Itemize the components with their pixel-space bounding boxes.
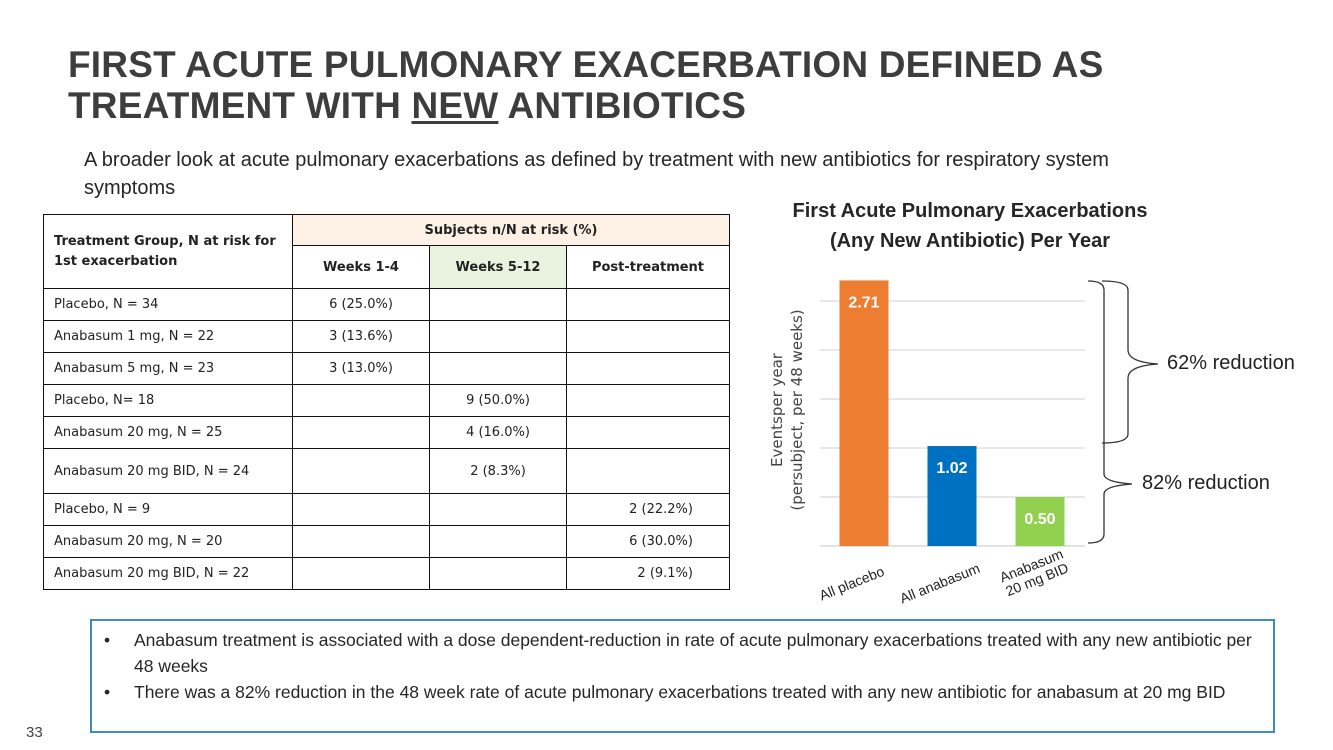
key-findings-box: • Anabasum treatment is associated with a… xyxy=(90,619,1275,733)
treatment-group-cell: Placebo, N = 34 xyxy=(43,288,293,321)
subjects-cell xyxy=(292,493,430,526)
subjects-cell: 2 (22.2%) xyxy=(566,493,730,526)
y-axis-label-group: Eventsper year (persubject, per 48 weeks) xyxy=(768,309,806,510)
finding-text: There was a 82% reduction in the 48 week… xyxy=(134,682,1226,702)
subjects-cell xyxy=(566,384,730,417)
table-row: Anabasum 5 mg, N = 23 3 (13.0%) xyxy=(43,352,730,385)
subjects-cell xyxy=(566,352,730,385)
subjects-cell xyxy=(292,525,430,558)
title-line-1: FIRST ACUTE PULMONARY EXACERBATION DEFIN… xyxy=(68,44,1104,85)
table-row: Anabasum 20 mg BID, N = 22 2 (9.1%) xyxy=(43,557,730,590)
brace-62-reduction xyxy=(1101,280,1159,444)
table-row: Anabasum 20 mg, N = 20 6 (30.0%) xyxy=(43,525,730,558)
page-number: 33 xyxy=(26,724,43,741)
subjects-cell xyxy=(429,352,567,385)
key-findings-list: • Anabasum treatment is associated with a… xyxy=(104,627,1259,705)
subjects-cell xyxy=(429,288,567,321)
table-row: Anabasum 20 mg, N = 25 4 (16.0%) xyxy=(43,416,730,449)
bar-value-label: 2.71 xyxy=(848,294,879,311)
bullet-marker: • xyxy=(104,630,111,650)
y-axis-label: Eventsper year xyxy=(768,352,786,467)
subjects-cell: 4 (16.0%) xyxy=(429,416,567,449)
subjects-cell xyxy=(429,493,567,526)
subjects-cell xyxy=(292,448,430,494)
finding-item: • Anabasum treatment is associated with a… xyxy=(104,627,1259,679)
subjects-cell: 3 (13.0%) xyxy=(292,352,430,385)
subjects-cell: 2 (9.1%) xyxy=(566,557,730,590)
title-line-2-suffix: ANTIBIOTICS xyxy=(498,85,747,126)
bar-1 xyxy=(839,280,889,546)
subjects-cell xyxy=(292,557,430,590)
slide-title: FIRST ACUTE PULMONARY EXACERBATION DEFIN… xyxy=(68,44,1218,126)
subjects-cell xyxy=(292,416,430,449)
chart-title-line-2: (Any New Antibiotic) Per Year xyxy=(829,230,1111,252)
bar-value-label: 1.02 xyxy=(936,460,967,477)
table-row: Placebo, N = 34 6 (25.0%) xyxy=(43,288,730,321)
column-header-weeks-1-4: Weeks 1-4 xyxy=(292,245,430,289)
finding-item: • There was a 82% reduction in the 48 wee… xyxy=(104,679,1259,705)
brace-82-reduction xyxy=(1087,280,1133,544)
bar-2 xyxy=(927,446,977,546)
table-row: Placebo, N= 18 9 (50.0%) xyxy=(43,384,730,417)
row-header-cell: Treatment Group, N at risk for 1st exace… xyxy=(43,214,293,289)
bar-value-label: 0.50 xyxy=(1024,511,1055,528)
subjects-cell xyxy=(429,320,567,353)
title-emphasis-new: NEW xyxy=(411,85,499,126)
category-label: All placebo xyxy=(817,563,887,604)
chart-title-line-1: First Acute Pulmonary Exacerbations xyxy=(792,200,1148,222)
chart-title: First Acute Pulmonary Exacerbations (Any… xyxy=(760,196,1180,256)
subjects-cell: 2 (8.3%) xyxy=(429,448,567,494)
bar-3 xyxy=(1015,497,1065,546)
y-axis-label: (persubject, per 48 weeks) xyxy=(788,309,806,510)
subjects-cell: 3 (13.6%) xyxy=(292,320,430,353)
treatment-group-cell: Anabasum 20 mg, N = 20 xyxy=(43,525,293,558)
category-label-group: All placebo xyxy=(817,563,887,604)
subjects-cell xyxy=(566,288,730,321)
subjects-cell: 6 (25.0%) xyxy=(292,288,430,321)
treatment-group-cell: Anabasum 1 mg, N = 22 xyxy=(43,320,293,353)
category-label-group: All anabasum xyxy=(897,560,982,607)
table-row: Anabasum 1 mg, N = 22 3 (13.6%) xyxy=(43,320,730,353)
column-header-post-treatment: Post-treatment xyxy=(566,245,730,289)
category-label: All anabasum xyxy=(897,560,982,607)
treatment-group-cell: Placebo, N= 18 xyxy=(43,384,293,417)
treatment-group-cell: Placebo, N = 9 xyxy=(43,493,293,526)
treatment-group-cell: Anabasum 5 mg, N = 23 xyxy=(43,352,293,385)
treatment-group-cell: Anabasum 20 mg, N = 25 xyxy=(43,416,293,449)
subjects-cell xyxy=(566,448,730,494)
title-line-2-prefix: TREATMENT WITH xyxy=(68,85,412,126)
title-line-2: TREATMENT WITH NEW ANTIBIOTICS xyxy=(68,85,1218,126)
subjects-cell xyxy=(429,525,567,558)
column-header-weeks-5-12: Weeks 5-12 xyxy=(429,245,567,289)
subjects-cell xyxy=(566,320,730,353)
subjects-cell: 6 (30.0%) xyxy=(566,525,730,558)
table-row: Anabasum 20 mg BID, N = 24 2 (8.3%) xyxy=(43,448,730,494)
treatment-group-cell: Anabasum 20 mg BID, N = 22 xyxy=(43,557,293,590)
treatment-group-cell: Anabasum 20 mg BID, N = 24 xyxy=(43,448,293,494)
exacerbation-bar-chart: 2.71 1.02 0.50 All placebo All anabasum Anaba… xyxy=(768,280,1159,607)
subjects-cell xyxy=(429,557,567,590)
slide-subtitle: A broader look at acute pulmonary exacer… xyxy=(84,149,1109,199)
subjects-cell xyxy=(292,384,430,417)
callout-82-reduction: 82% reduction xyxy=(1142,472,1270,494)
finding-text: Anabasum treatment is associated with a … xyxy=(134,630,1252,676)
table-row: Placebo, N = 9 2 (22.2%) xyxy=(43,493,730,526)
callout-62-reduction: 62% reduction xyxy=(1167,352,1295,374)
bullet-marker: • xyxy=(104,682,111,702)
group-header-cell: Subjects n/N at risk (%) xyxy=(292,214,730,246)
subjects-cell xyxy=(566,416,730,449)
exacerbation-table: Treatment Group, N at risk for 1st exace… xyxy=(43,214,730,590)
subjects-cell: 9 (50.0%) xyxy=(429,384,567,417)
